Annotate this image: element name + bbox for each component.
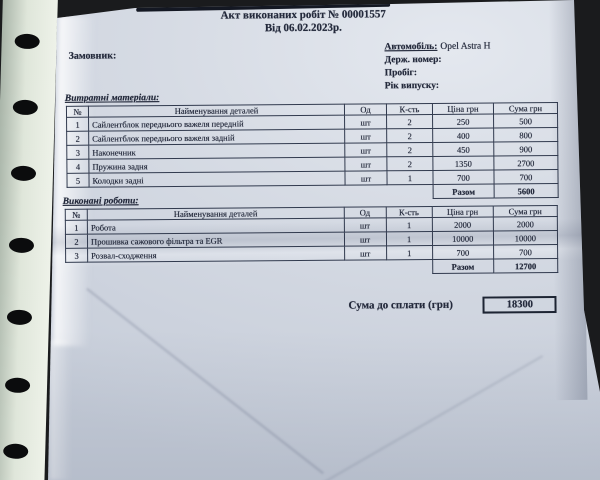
table-total-label: Разом: [433, 183, 495, 199]
table-cell: 450: [432, 141, 494, 157]
total-due-value: 18300: [482, 295, 557, 314]
table-cell: 2: [66, 131, 89, 146]
table-cell: 2: [386, 142, 433, 157]
punch-hole: [8, 237, 35, 254]
table-cell: 3: [65, 248, 88, 263]
column-header: №: [66, 106, 89, 118]
column-header: №: [65, 209, 88, 221]
table-cell: шт: [343, 231, 387, 247]
table-cell: шт: [344, 156, 387, 172]
vehicle-line-car: Автомобіль: Opel Astra H: [384, 40, 490, 54]
table-cell: 2000: [493, 216, 558, 231]
plate-label: Держ. номер:: [384, 54, 442, 66]
table-cell: 1: [65, 220, 88, 235]
paper-edge-highlight: [50, 340, 72, 480]
table-cell: 1: [66, 117, 89, 132]
car-label: Автомобіль:: [384, 41, 438, 53]
table-cell: 1: [386, 245, 433, 260]
total-due: Сума до сплати (грн) 18300: [348, 294, 557, 315]
table-cell: шт: [344, 245, 387, 261]
vehicle-info: Автомобіль: Opel Astra H Держ. номер: Про…: [384, 40, 490, 93]
table-cell: шт: [343, 217, 387, 233]
table-total-row: Разом 12700: [66, 258, 558, 276]
materials-section-title: Витратні матеріали:: [64, 93, 160, 104]
punch-hole: [10, 165, 37, 182]
column-header: Од: [343, 206, 386, 219]
table-cell: 5: [66, 173, 90, 188]
column-header: К-сть: [385, 206, 433, 218]
materials-table: № Найменування деталей Од К-сть Ціна грн Сума…: [66, 102, 559, 202]
table-cell: 700: [493, 169, 559, 184]
column-header: Ціна грн: [432, 102, 494, 115]
punch-hole: [4, 377, 31, 394]
table-cell: 1: [385, 217, 433, 232]
table-cell: 800: [493, 127, 558, 142]
table-cell: 1: [386, 231, 433, 246]
paper-bottom-shadow: [48, 330, 600, 480]
table-cell: 4: [66, 159, 89, 174]
table-cell: 2: [386, 114, 433, 129]
column-header: Ціна грн: [431, 205, 494, 218]
table-cell: 1: [386, 170, 434, 185]
table-cell: 2000: [432, 216, 494, 232]
customer-label: Замовник:: [68, 50, 117, 62]
table-cell: шт: [344, 114, 387, 130]
table-cell: шт: [344, 142, 387, 158]
table-total-row: Разом 5600: [67, 183, 559, 201]
table-cell: 2: [386, 128, 433, 143]
binder-strip: [0, 0, 58, 480]
table-cell: 1350: [432, 155, 494, 171]
car-value: Opel Astra H: [440, 41, 491, 52]
table-cell: 900: [493, 141, 558, 156]
document-title: Акт виконаних робіт № 00001557 Від 06.02…: [148, 8, 458, 35]
table-cell: 700: [432, 169, 495, 185]
works-section-title: Виконані роботи:: [62, 196, 139, 207]
table-cell: 10000: [493, 230, 558, 245]
table-cell: 250: [432, 113, 494, 129]
table-cell: 2: [65, 234, 88, 249]
title-date: Від 06.02.2023р.: [264, 21, 342, 34]
table-total-value: 5600: [494, 183, 559, 198]
punch-hole: [6, 309, 33, 326]
table-cell: шт: [344, 170, 388, 186]
table-total-label: Разом: [432, 258, 494, 274]
table-cell: 400: [432, 127, 494, 143]
works-table: № Найменування деталей Од К-сть Ціна грн Сума…: [65, 205, 559, 277]
column-header: Сума грн: [493, 205, 558, 217]
table-cell: 3: [66, 145, 89, 160]
table-total-value: 12700: [493, 258, 558, 273]
table-cell: 2: [386, 156, 433, 171]
punch-hole: [3, 443, 29, 460]
column-header: Од: [344, 103, 387, 116]
punch-hole: [14, 33, 40, 50]
table-cell: 500: [493, 113, 558, 128]
table-cell: шт: [344, 128, 387, 144]
mileage-label: Пробіг:: [384, 68, 418, 79]
column-header: К-сть: [386, 103, 433, 115]
column-header: Сума грн: [493, 102, 558, 114]
table-cell: 10000: [432, 230, 494, 246]
year-label: Рік випуску:: [384, 80, 440, 92]
table-cell: 700: [432, 244, 494, 260]
total-due-label: Сума до сплати (грн): [348, 298, 453, 312]
punch-hole: [12, 99, 39, 116]
total-row-spacer: [66, 259, 433, 276]
table-cell: 700: [493, 244, 558, 259]
table-cell: 2700: [493, 155, 558, 170]
